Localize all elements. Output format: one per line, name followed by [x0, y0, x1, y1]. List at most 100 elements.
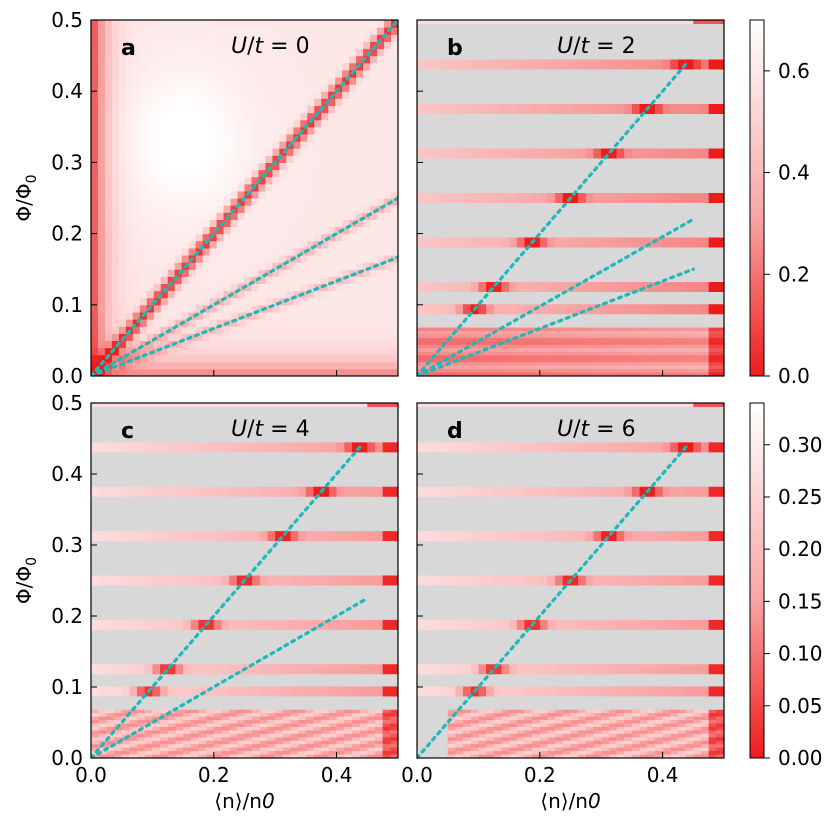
heatmap-cell — [202, 347, 211, 356]
heatmap-cell — [146, 41, 155, 50]
band-cell — [390, 664, 398, 675]
band-cell — [478, 59, 487, 70]
lowflux-cell — [585, 365, 595, 370]
heatmap-cell — [230, 240, 239, 249]
heatmap-cell — [167, 155, 176, 163]
lowflux-cell — [351, 723, 361, 728]
heatmap-cell — [286, 283, 294, 292]
lowflux-cell — [183, 709, 192, 714]
lowflux-cell — [313, 730, 322, 735]
heatmap-cell — [258, 319, 267, 327]
heatmap-cell — [244, 119, 253, 128]
lowflux-cell — [624, 327, 633, 332]
heatmap-cell — [391, 91, 398, 99]
heatmap-cell — [370, 205, 378, 213]
band-cell — [486, 237, 495, 248]
heatmap-cell — [97, 62, 106, 71]
lowflux-cell — [137, 744, 146, 749]
heatmap-cell — [244, 283, 253, 292]
heatmap-cell — [97, 20, 106, 28]
heatmap-cell — [174, 262, 183, 270]
heatmap-cell — [356, 354, 364, 363]
band-cell — [654, 104, 664, 114]
heatmap-cell — [321, 219, 329, 228]
lowflux-cell — [547, 331, 556, 335]
lowflux-cell — [275, 744, 284, 749]
lowflux-cell — [267, 720, 276, 725]
lowflux-cell — [98, 723, 107, 728]
band-cell — [685, 531, 694, 542]
band-cell — [670, 148, 679, 159]
band-cell — [417, 531, 426, 542]
lowflux-cell — [601, 362, 610, 367]
lowflux-cell — [144, 747, 153, 752]
lowflux-cell — [336, 716, 345, 721]
band-cell — [114, 486, 123, 497]
band-cell — [236, 442, 245, 453]
lowflux-cell — [493, 713, 502, 718]
heatmap-cell — [160, 262, 169, 270]
lowflux-cell — [624, 733, 633, 738]
heatmap-cell — [356, 198, 364, 206]
heatmap-cell — [195, 133, 204, 142]
lowflux-cell — [432, 334, 441, 339]
band-cell — [677, 282, 687, 292]
heatmap-cell — [230, 119, 239, 128]
colorbar-tick-label: 0.20 — [778, 537, 823, 561]
heatmap-cell — [118, 62, 127, 71]
heatmap-cell — [237, 183, 246, 192]
heatmap-cell — [328, 198, 336, 206]
lowflux-cell — [524, 355, 533, 360]
lowflux-cell — [601, 737, 610, 742]
heatmap-cell — [216, 190, 225, 199]
heatmap-cell — [286, 20, 294, 28]
heatmap-cell — [132, 148, 141, 156]
lowflux-cell — [570, 344, 579, 349]
heatmap-cell — [349, 126, 357, 135]
heatmap-cell — [202, 368, 211, 376]
band-cell — [106, 442, 115, 453]
lowflux-cell — [555, 740, 564, 745]
heatmap-cell — [349, 347, 357, 356]
heatmap-cell — [146, 119, 155, 128]
lowflux-cell — [539, 327, 548, 332]
lowflux-cell — [455, 744, 464, 749]
heatmap-cell — [132, 347, 141, 356]
heatmap-cell — [307, 205, 315, 213]
lowflux-cell — [290, 733, 299, 738]
heatmap-cell — [300, 84, 308, 92]
heatmap-cell — [328, 297, 336, 306]
band-cell — [562, 237, 572, 248]
heatmap-cell — [146, 62, 155, 71]
dotted-guide-line — [91, 596, 369, 758]
band-cell — [677, 193, 687, 203]
band-cell — [229, 664, 238, 675]
lowflux-cell — [693, 337, 702, 342]
heatmap-cell — [321, 240, 329, 249]
lowflux-cell — [509, 362, 518, 367]
lowflux-cell — [282, 720, 292, 725]
band-cell — [693, 531, 702, 542]
heatmap-cell — [174, 162, 183, 171]
lowflux-cell — [275, 740, 284, 745]
lowflux-cell — [213, 754, 222, 758]
lowflux-cell — [509, 747, 518, 752]
heatmap-cell — [202, 212, 211, 220]
lowflux-cell — [608, 358, 618, 363]
heatmap-cell — [139, 212, 148, 220]
band-cell — [601, 575, 610, 586]
heatmap-cell — [251, 304, 260, 313]
lowflux-cell — [290, 716, 299, 721]
heatmap-cell — [174, 155, 183, 163]
heatmap-cell — [356, 205, 364, 213]
band-cell — [275, 442, 284, 453]
top-edge-cell — [455, 403, 464, 407]
lowflux-cell — [539, 351, 548, 356]
heatmap-cell — [202, 269, 211, 277]
heatmap-cell — [216, 247, 225, 256]
lowflux-cell — [160, 747, 169, 752]
panel-frame — [416, 402, 725, 759]
heatmap-cell — [160, 340, 169, 349]
heatmap-cell — [370, 212, 378, 220]
heatmap-cell — [244, 76, 253, 85]
